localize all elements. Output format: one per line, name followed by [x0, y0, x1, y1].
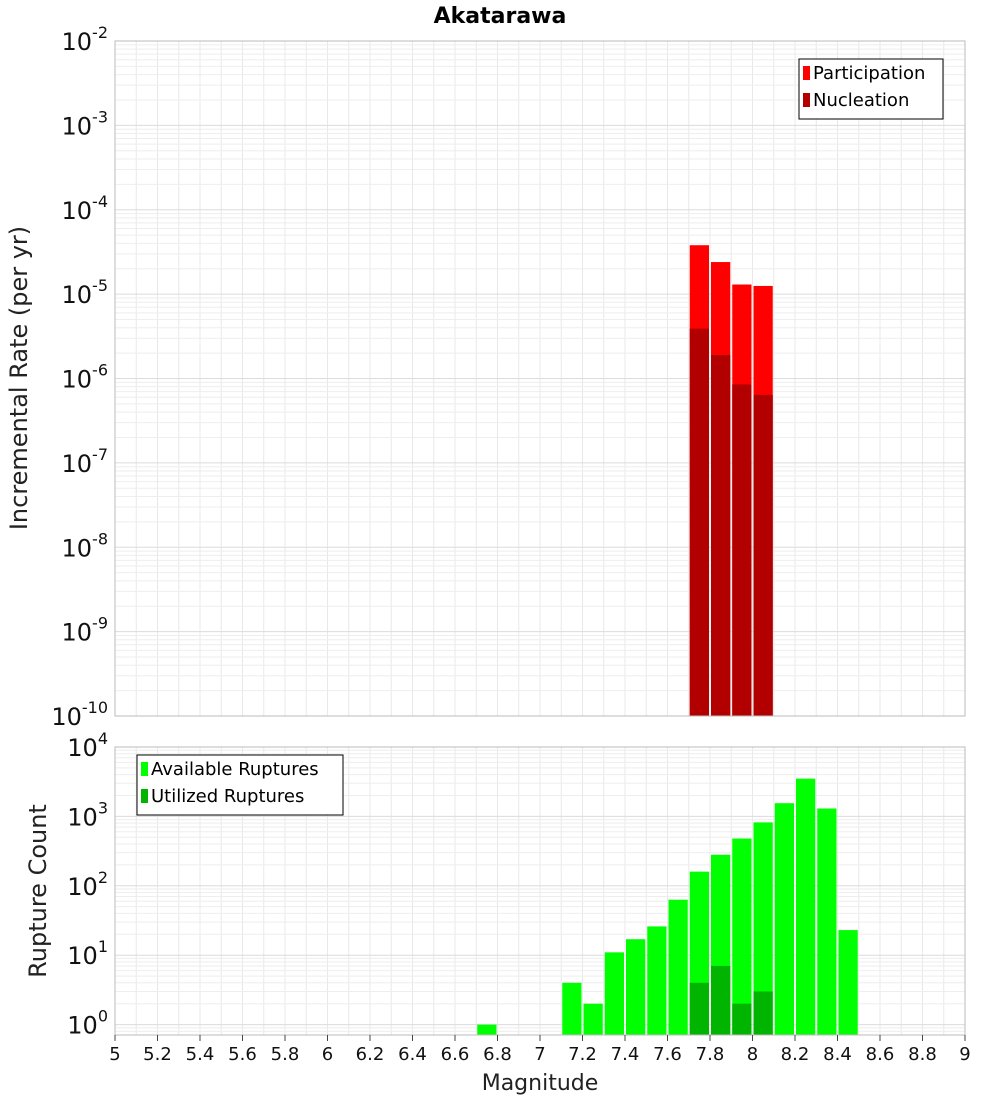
bottom-y-ticks: 100 101 102 103 104	[67, 729, 108, 1040]
bar-available-ruptures	[626, 939, 646, 1035]
top-y-axis-label: Incremental Rate (per yr)	[5, 226, 33, 530]
x-tick-label: 9	[959, 1044, 970, 1065]
x-tick-label: 5	[109, 1044, 120, 1065]
y-tick-label: 10-10	[51, 698, 108, 731]
x-tick-label: 8.2	[781, 1044, 810, 1065]
bar-available-ruptures	[477, 1024, 497, 1035]
bar-available-ruptures	[668, 899, 688, 1035]
x-ticks: 5 5.2 5.4 5.6 5.8 6 6.2 6.4 6.6 6.8 7 7.2 7.4 7.6 7.8 8…	[109, 1035, 971, 1065]
y-tick-label: 10-9	[62, 614, 109, 647]
y-tick-label: 10-8	[62, 529, 109, 562]
legend-label: Utilized Ruptures	[151, 786, 304, 807]
legend-label: Available Ruptures	[151, 759, 319, 780]
y-tick-label: 101	[67, 937, 108, 970]
x-tick-label: 5.4	[186, 1044, 215, 1065]
y-tick-label: 10-5	[62, 276, 109, 309]
x-tick-label: 8	[747, 1044, 758, 1065]
bar-utilized-ruptures	[732, 1003, 752, 1035]
top-bars	[689, 245, 773, 717]
y-tick-label: 10-3	[62, 107, 109, 140]
legend-box	[798, 58, 944, 120]
legend-label: Participation	[813, 63, 925, 84]
y-tick-label: 103	[67, 798, 108, 831]
top-plot-frame	[114, 40, 966, 717]
x-tick-label: 8.4	[823, 1044, 852, 1065]
bar-nucleation	[711, 354, 731, 716]
legend-swatch	[141, 762, 148, 776]
bar-utilized-ruptures	[689, 982, 709, 1035]
x-tick-label: 6	[322, 1044, 333, 1065]
bar-available-ruptures	[604, 952, 624, 1035]
legend-swatch	[141, 789, 148, 803]
bar-nucleation	[753, 394, 773, 716]
y-tick-label: 10-7	[62, 445, 109, 478]
x-tick-label: 8.6	[866, 1044, 895, 1065]
x-tick-label: 5.6	[228, 1044, 257, 1065]
bottom-y-axis-label: Rupture Count	[24, 804, 52, 978]
bar-available-ruptures	[838, 930, 858, 1035]
legend-swatch	[803, 93, 810, 107]
x-tick-label: 5.8	[271, 1044, 300, 1065]
bar-available-ruptures	[796, 778, 816, 1035]
bar-nucleation	[732, 384, 752, 716]
bar-available-ruptures	[732, 838, 752, 1035]
x-tick-label: 7.6	[653, 1044, 682, 1065]
bottom-bars	[477, 778, 858, 1035]
x-tick-label: 7	[534, 1044, 545, 1065]
bar-available-ruptures	[647, 926, 667, 1035]
bar-available-ruptures	[817, 808, 837, 1035]
y-tick-label: 100	[67, 1007, 108, 1040]
legend-swatch	[803, 66, 810, 80]
bar-utilized-ruptures	[711, 965, 731, 1035]
y-tick-label: 10-6	[62, 361, 109, 394]
y-tick-label: 10-2	[62, 23, 109, 56]
top-y-ticks: 10-2 10-3 10-4 10-5 10-6 10-7 10-8 10-9 10-10	[51, 23, 108, 731]
legend-box	[136, 754, 344, 816]
bar-available-ruptures	[583, 1003, 603, 1035]
bar-nucleation	[689, 328, 709, 716]
x-tick-label: 6.8	[483, 1044, 512, 1065]
y-tick-label: 104	[67, 729, 108, 762]
bottom-legend: Available Ruptures Utilized Ruptures	[136, 754, 344, 816]
top-grid	[115, 41, 965, 716]
y-tick-label: 102	[67, 868, 108, 901]
x-tick-label: 6.2	[356, 1044, 385, 1065]
x-axis-label: Magnitude	[482, 1071, 599, 1096]
x-tick-label: 7.4	[611, 1044, 640, 1065]
x-tick-label: 8.8	[908, 1044, 937, 1065]
legend-label: Nucleation	[813, 90, 909, 111]
bar-available-ruptures	[753, 822, 773, 1035]
bar-available-ruptures	[562, 982, 582, 1035]
y-tick-label: 10-4	[62, 192, 109, 225]
x-tick-label: 7.8	[696, 1044, 725, 1065]
top-legend: Participation Nucleation	[798, 58, 944, 120]
bar-utilized-ruptures	[753, 991, 773, 1035]
x-tick-label: 5.2	[143, 1044, 172, 1065]
chart-title: Akatarawa	[434, 4, 567, 29]
x-tick-label: 6.4	[398, 1044, 427, 1065]
x-tick-label: 6.6	[441, 1044, 470, 1065]
x-tick-label: 7.2	[568, 1044, 597, 1065]
bar-available-ruptures	[774, 803, 794, 1035]
